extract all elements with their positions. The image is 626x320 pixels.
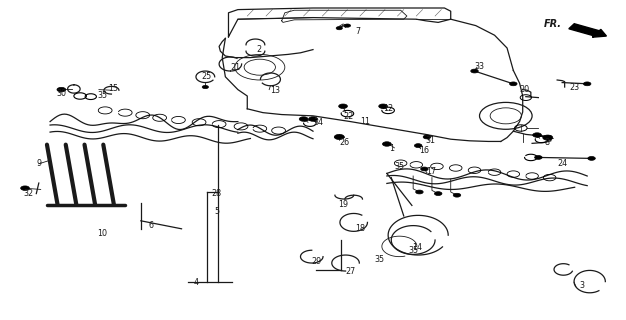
- Circle shape: [535, 156, 542, 159]
- Text: 18: 18: [356, 224, 366, 233]
- Text: 27: 27: [346, 267, 356, 276]
- Text: 32: 32: [24, 189, 34, 198]
- Text: 6: 6: [149, 221, 154, 230]
- Circle shape: [382, 142, 391, 146]
- Circle shape: [57, 87, 66, 92]
- Text: 11: 11: [360, 117, 370, 126]
- Text: 5: 5: [214, 207, 219, 216]
- Circle shape: [299, 117, 308, 121]
- Text: 35: 35: [97, 92, 107, 100]
- Circle shape: [434, 192, 442, 196]
- Circle shape: [344, 24, 351, 27]
- Circle shape: [202, 85, 208, 89]
- Circle shape: [583, 82, 591, 86]
- Circle shape: [453, 193, 461, 197]
- Text: 12: 12: [383, 104, 393, 113]
- Text: 1: 1: [389, 144, 394, 153]
- Text: 31: 31: [426, 136, 436, 145]
- Text: 28: 28: [212, 189, 222, 198]
- Text: 8: 8: [545, 138, 550, 147]
- Text: 7: 7: [356, 28, 361, 36]
- Text: 25: 25: [202, 72, 212, 81]
- Circle shape: [423, 135, 431, 139]
- Text: 19: 19: [338, 200, 348, 209]
- Text: 13: 13: [270, 86, 280, 95]
- Text: 20: 20: [520, 85, 530, 94]
- Circle shape: [339, 104, 347, 108]
- Text: 14: 14: [412, 243, 422, 252]
- Text: 30: 30: [56, 89, 66, 98]
- Text: 23: 23: [570, 83, 580, 92]
- Text: 29: 29: [312, 257, 322, 266]
- Circle shape: [379, 104, 387, 108]
- Circle shape: [336, 27, 342, 30]
- Text: 34: 34: [313, 118, 323, 127]
- Text: 21: 21: [230, 63, 240, 72]
- Text: 26: 26: [339, 138, 349, 147]
- Text: 3: 3: [579, 281, 584, 290]
- Text: 16: 16: [419, 146, 429, 155]
- Circle shape: [309, 117, 317, 121]
- Text: 4: 4: [194, 278, 199, 287]
- Text: FR.: FR.: [544, 19, 562, 29]
- Text: 9: 9: [36, 159, 41, 168]
- Text: 22: 22: [343, 112, 353, 121]
- Circle shape: [416, 190, 423, 194]
- Circle shape: [471, 69, 478, 73]
- Text: 15: 15: [108, 84, 118, 93]
- Circle shape: [414, 144, 422, 148]
- Circle shape: [421, 167, 428, 171]
- Text: 17: 17: [426, 167, 436, 176]
- Circle shape: [533, 133, 541, 137]
- Circle shape: [510, 82, 517, 86]
- FancyArrow shape: [569, 24, 607, 37]
- Text: 2: 2: [257, 45, 262, 54]
- Text: 33: 33: [475, 62, 485, 71]
- Circle shape: [334, 134, 344, 140]
- Text: 35: 35: [374, 255, 384, 264]
- Text: 35: 35: [408, 246, 418, 255]
- Circle shape: [543, 135, 553, 140]
- Circle shape: [21, 186, 29, 190]
- Circle shape: [588, 156, 595, 160]
- Text: 35: 35: [394, 162, 404, 171]
- Text: 24: 24: [557, 159, 567, 168]
- Text: 10: 10: [97, 229, 107, 238]
